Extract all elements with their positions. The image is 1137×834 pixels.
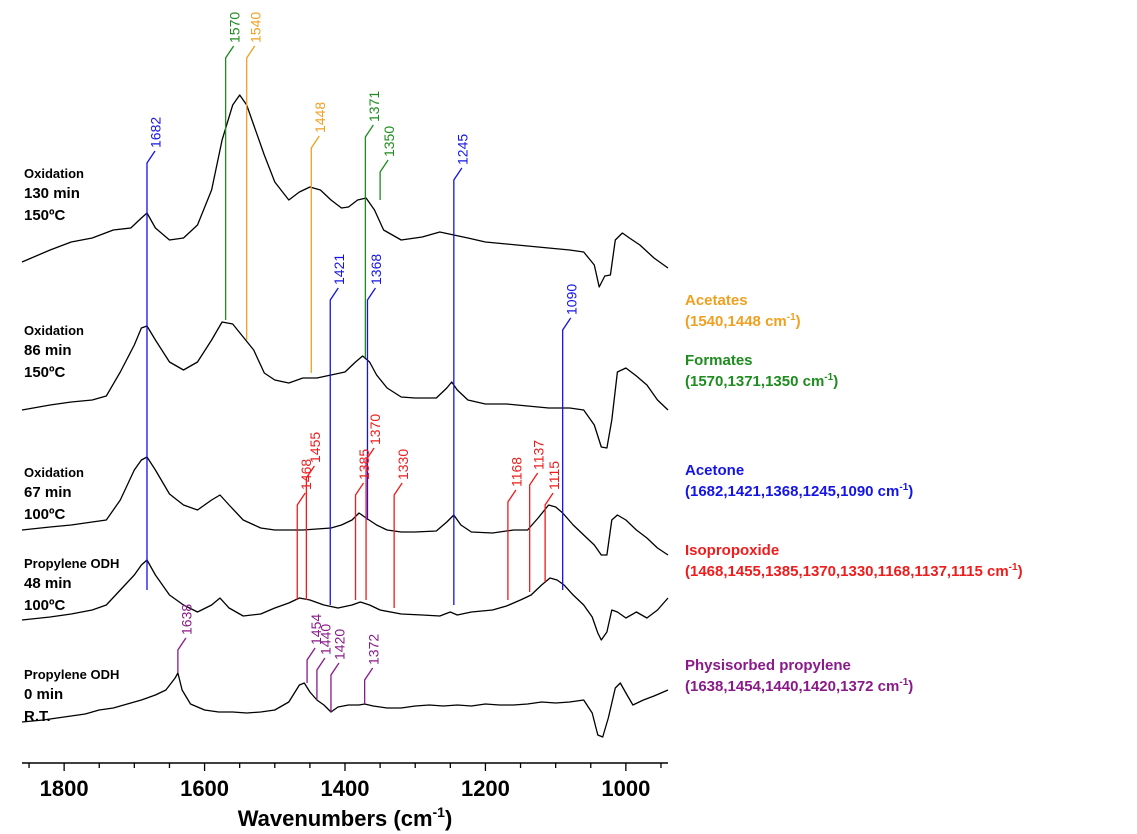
peak-marker-1245: 1245 <box>453 134 471 605</box>
peak-marker-1448: 1448 <box>310 102 328 373</box>
spectrum-label-line: 150ºC <box>24 364 66 381</box>
peak-marker-1368: 1368 <box>366 254 384 520</box>
peak-label-1440: 1440 <box>318 624 334 655</box>
peak-label-1468: 1468 <box>298 459 314 490</box>
legend-entry-isopropoxide: Isopropoxide (1468,1455,1385,1370,1330,11… <box>685 540 1023 582</box>
x-tick-label-1400: 1400 <box>321 776 370 801</box>
spectrum-label-2: Oxidation 86 min 150ºC <box>24 320 84 384</box>
spectrum-label-line: 150ºC <box>24 207 66 224</box>
peak-marker-1638: 1638 <box>177 604 195 673</box>
legend-entry-acetone: Acetone (1682,1421,1368,1245,1090 cm-1) <box>685 460 913 502</box>
spectrum-label-line: 100ºC <box>24 597 66 614</box>
spectrum-label-5: Propylene ODH 0 min R.T. <box>24 664 119 728</box>
peak-marker-1137: 1137 <box>529 440 546 592</box>
legend-wavenumbers: (1570,1371,1350 cm-1) <box>685 372 839 391</box>
spectrum-line-4 <box>21 559 669 641</box>
peak-label-1330: 1330 <box>395 449 411 480</box>
peak-label-1540: 1540 <box>247 12 263 43</box>
spectrum-label-line: 0 min <box>24 686 64 703</box>
x-tick-label-1800: 1800 <box>40 776 89 801</box>
peak-marker-1168: 1168 <box>507 457 525 600</box>
peak-marker-1421: 1421 <box>329 254 347 605</box>
peak-label-1370: 1370 <box>367 414 383 445</box>
legend-name: Physisorbed propylene <box>685 657 851 674</box>
peak-marker-1570: 1570 <box>224 12 242 320</box>
spectrum-label-line: Oxidation <box>24 166 84 181</box>
peak-marker-1115: 1115 <box>544 461 562 582</box>
peak-marker-1454: 1454 <box>306 614 324 683</box>
spectrum-label-1: Oxidation 130 min 150ºC <box>24 163 84 227</box>
peak-marker-1090: 1090 <box>562 284 579 590</box>
legend-name: Acetates <box>685 292 748 309</box>
x-tick-label-1200: 1200 <box>461 776 510 801</box>
spectrum-label-line: Oxidation <box>24 465 84 480</box>
legend-wavenumbers: (1638,1454,1440,1420,1372 cm-1) <box>685 677 914 696</box>
peak-label-1137: 1137 <box>530 440 546 470</box>
x-tick-label-1000: 1000 <box>601 776 650 801</box>
spectrum-line-2 <box>21 321 669 449</box>
peak-label-1372: 1372 <box>365 634 381 665</box>
spectrum-line-1 <box>21 94 669 288</box>
peak-label-1454: 1454 <box>308 614 324 645</box>
peak-label-1090: 1090 <box>563 284 579 315</box>
peak-label-1368: 1368 <box>368 254 384 285</box>
peak-label-1245: 1245 <box>455 134 471 165</box>
peak-marker-1372: 1372 <box>364 634 381 704</box>
peak-marker-1370: 1370 <box>365 414 383 600</box>
legend-name: Isopropoxide <box>685 542 780 559</box>
spectrum-label-line: 130 min <box>24 185 80 202</box>
spectrum-line-5 <box>21 672 669 738</box>
legend-entry-formates: Formates (1570,1371,1350 cm-1) <box>685 350 838 392</box>
spectrum-label-line: R.T. <box>24 708 51 725</box>
peak-marker-1540: 1540 <box>246 12 263 340</box>
peak-label-1682: 1682 <box>148 117 164 148</box>
spectrum-label-line: Propylene ODH <box>24 667 120 682</box>
legend-wavenumbers: (1540,1448 cm-1) <box>685 312 801 331</box>
peak-label-1638: 1638 <box>179 604 195 635</box>
peak-marker-1330: 1330 <box>393 449 411 608</box>
legend-entry-acetates: Acetates (1540,1448 cm-1) <box>685 290 801 332</box>
peak-label-1168: 1168 <box>509 457 525 487</box>
peak-label-1350: 1350 <box>381 126 397 157</box>
spectrum-label-line: 100ºC <box>24 506 66 523</box>
x-tick-label-1600: 1600 <box>180 776 229 801</box>
peak-marker-1682: 1682 <box>146 117 164 590</box>
peak-label-1420: 1420 <box>332 629 348 660</box>
peak-marker-1468: 1468 <box>296 459 314 600</box>
legend-entry-physisorbed: Physisorbed propylene (1638,1454,1440,142… <box>685 655 913 697</box>
peak-marker-1440: 1440 <box>316 624 334 700</box>
x-axis-title: Wavenumbers (cm-1) <box>238 804 453 831</box>
peak-marker-1455: 1455 <box>305 432 323 600</box>
spectrum-label-4: Propylene ODH 48 min 100ºC <box>24 553 119 617</box>
peak-marker-1420: 1420 <box>330 629 348 712</box>
spectrum-label-line: 48 min <box>24 575 72 592</box>
legend-name: Formates <box>685 352 753 369</box>
peak-marker-1371: 1371 <box>364 91 382 358</box>
peak-marker-1385: 1385 <box>354 449 372 600</box>
x-axis: 1800 1600 1400 1200 1000 Wavenumbers (cm-1) <box>22 762 668 831</box>
legend-wavenumbers: (1468,1455,1385,1370,1330,1168,1137,1115… <box>685 562 1023 581</box>
spectrum-label-line: 86 min <box>24 342 72 359</box>
peak-marker-1350: 1350 <box>379 126 397 200</box>
spectrum-label-line: 67 min <box>24 484 72 501</box>
peak-label-1570: 1570 <box>226 12 242 43</box>
peak-label-1421: 1421 <box>331 254 347 285</box>
spectra-lines <box>21 94 669 738</box>
spectrum-label-3: Oxidation 67 min 100ºC <box>24 462 84 526</box>
peak-label-1115: 1115 <box>546 461 562 490</box>
spectrum-label-line: Oxidation <box>24 323 84 338</box>
peak-label-1371: 1371 <box>366 91 382 122</box>
spectrum-label-line: Propylene ODH <box>24 556 120 571</box>
legend-wavenumbers: (1682,1421,1368,1245,1090 cm-1) <box>685 482 914 501</box>
legend-name: Acetone <box>685 462 745 479</box>
peak-markers: 1570 1540 1448 1371 1350 1682 1245 1421 1368 1090… <box>146 12 579 712</box>
spectrum-line-3 <box>21 456 669 556</box>
peak-label-1455: 1455 <box>307 432 323 463</box>
peak-label-1448: 1448 <box>312 102 328 133</box>
